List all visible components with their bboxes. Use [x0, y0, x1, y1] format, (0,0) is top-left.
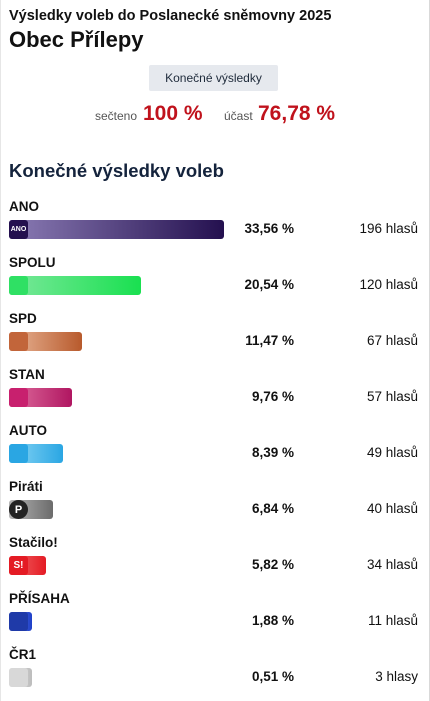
- party-percent: 11,47 %: [245, 333, 294, 348]
- party-name: SPD: [9, 311, 37, 326]
- cr1-logo-icon: [9, 668, 28, 687]
- party-percent: 20,54 %: [244, 277, 294, 292]
- party-name: Stačilo!: [9, 535, 58, 550]
- page-supertitle: Výsledky voleb do Poslanecké sněmovny 20…: [9, 8, 332, 24]
- party-percent: 1,88 %: [251, 613, 294, 628]
- party-percent: 8,39 %: [251, 445, 294, 460]
- turnout-label: účast: [224, 109, 253, 123]
- spolu-logo-icon: [9, 276, 28, 295]
- party-row: AUTO 8,39 % 49 hlasů: [1, 423, 430, 479]
- party-row: Stačilo! S! 5,82 % 34 hlasů: [1, 535, 430, 591]
- party-name: PŘÍSAHA: [9, 591, 70, 606]
- party-row: Piráti P 6,84 % 40 hlasů: [1, 479, 430, 535]
- party-votes: 34 hlasů: [366, 557, 418, 572]
- section-title: Konečné výsledky voleb: [9, 160, 224, 181]
- party-votes: 11 hlasů: [367, 613, 418, 628]
- counted-value: 100 %: [143, 102, 203, 125]
- party-row: ANO ANO 33,56 % 196 hlasů: [1, 199, 430, 255]
- party-name: SPOLU: [9, 255, 56, 270]
- party-result-bar: [9, 220, 224, 239]
- party-name: STAN: [9, 367, 45, 382]
- party-votes: 120 hlasů: [359, 277, 418, 292]
- party-percent: 0,51 %: [251, 669, 294, 684]
- prisaha-logo-icon: [9, 612, 28, 631]
- party-result-bar: [9, 276, 141, 295]
- stan-logo-icon: [9, 388, 28, 407]
- party-votes: 40 hlasů: [366, 501, 418, 516]
- party-row: ČR1 0,51 % 3 hlasy: [1, 647, 430, 701]
- party-row: SPD 11,47 % 67 hlasů: [1, 311, 430, 367]
- party-percent: 9,76 %: [251, 389, 294, 404]
- party-votes: 196 hlasů: [359, 221, 418, 236]
- turnout-value: 76,78 %: [258, 102, 336, 125]
- party-row: STAN 9,76 % 57 hlasů: [1, 367, 430, 423]
- party-votes: 3 hlasy: [375, 669, 418, 684]
- party-name: ANO: [9, 199, 39, 214]
- tab-final-results[interactable]: Konečné výsledky: [149, 65, 278, 91]
- party-name: AUTO: [9, 423, 48, 438]
- pirati-logo-icon: P: [9, 500, 28, 519]
- auto-logo-icon: [9, 444, 28, 463]
- party-row: SPOLU 20,54 % 120 hlasů: [1, 255, 430, 311]
- ano-logo-icon: ANO: [9, 220, 28, 239]
- party-row: PŘÍSAHA 1,88 % 11 hlasů: [1, 591, 430, 647]
- party-votes: 67 hlasů: [366, 333, 418, 348]
- party-votes: 49 hlasů: [366, 445, 418, 460]
- summary-stats: sečteno 100 % účast 76,78 %: [1, 102, 430, 130]
- party-votes: 57 hlasů: [366, 389, 418, 404]
- party-name: Piráti: [9, 479, 43, 494]
- stacilo-logo-icon: S!: [9, 556, 28, 575]
- counted-label: sečteno: [95, 109, 138, 123]
- party-percent: 6,84 %: [251, 501, 294, 516]
- party-percent: 33,56 %: [244, 221, 294, 236]
- party-percent: 5,82 %: [251, 557, 294, 572]
- party-name: ČR1: [9, 647, 37, 662]
- spd-logo-icon: [9, 332, 28, 351]
- page-title: Obec Přílepy: [9, 27, 144, 52]
